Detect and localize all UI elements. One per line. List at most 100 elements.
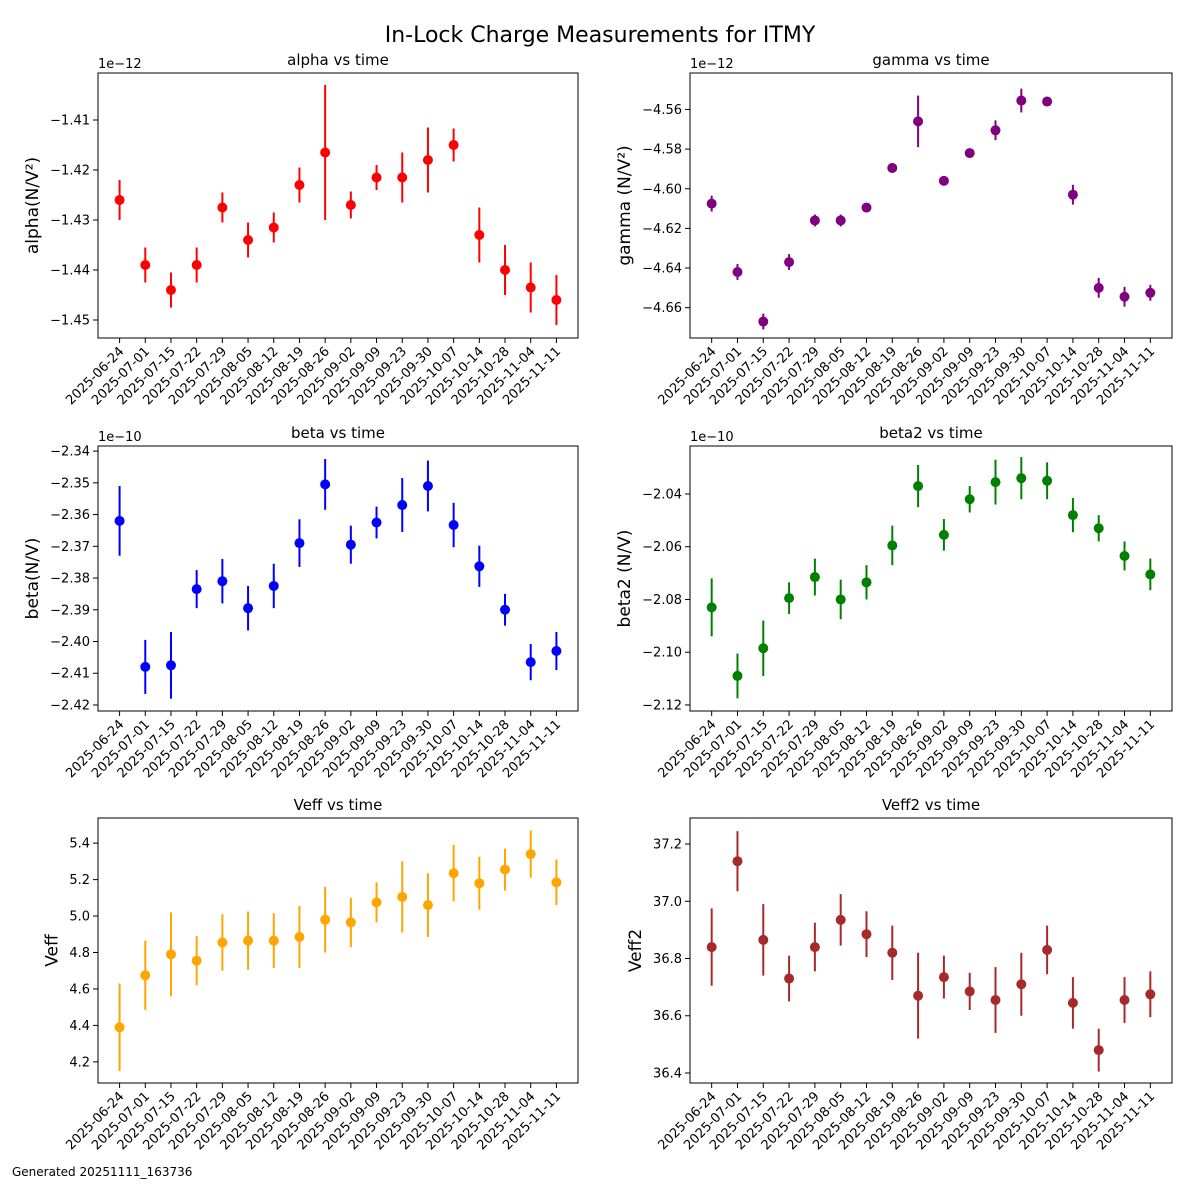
data-point bbox=[1067, 189, 1078, 200]
y-axis-label: gamma (N/V²) bbox=[615, 145, 635, 265]
data-point bbox=[1093, 523, 1104, 534]
data-point bbox=[165, 949, 176, 960]
y-tick-label: 5.4 bbox=[69, 837, 90, 852]
data-point bbox=[397, 891, 408, 902]
data-point bbox=[1145, 287, 1156, 298]
data-point bbox=[191, 584, 202, 595]
data-point bbox=[140, 260, 151, 270]
y-tick-label: −2.08 bbox=[642, 593, 682, 608]
y-axis-label: beta2 (N/V) bbox=[615, 530, 635, 628]
y-tick-label: 4.6 bbox=[69, 982, 90, 997]
data-point bbox=[706, 602, 717, 613]
subplot: gamma vs time 1e−12 −4.66 −4.64 −4.62 −4.60 −4… bbox=[615, 51, 1173, 408]
data-point bbox=[243, 235, 254, 245]
axes-frame bbox=[689, 817, 1173, 1084]
data-point bbox=[964, 148, 975, 159]
data-point bbox=[1042, 475, 1053, 486]
data-point bbox=[191, 260, 202, 270]
data-point bbox=[474, 878, 485, 889]
data-point bbox=[422, 155, 433, 165]
y-tick-label: −4.60 bbox=[642, 182, 682, 197]
data-point bbox=[1145, 569, 1156, 580]
y-tick-label: −4.64 bbox=[642, 262, 682, 277]
y-tick-label: 4.4 bbox=[69, 1019, 90, 1034]
data-point bbox=[861, 202, 872, 213]
data-point bbox=[217, 576, 228, 587]
data-point bbox=[1016, 473, 1027, 484]
data-point bbox=[758, 316, 769, 327]
y-tick-label: −2.04 bbox=[642, 487, 682, 502]
data-point bbox=[191, 955, 202, 966]
data-point bbox=[448, 520, 459, 531]
y-tick-label: −2.36 bbox=[50, 508, 90, 523]
y-tick-label: 36.8 bbox=[653, 952, 682, 967]
y-tick-label: −2.37 bbox=[50, 540, 90, 555]
data-point bbox=[990, 477, 1001, 488]
subplot-title: gamma vs time bbox=[872, 51, 989, 69]
subplot-title: alpha vs time bbox=[287, 51, 389, 69]
data-point bbox=[114, 195, 125, 205]
data-point bbox=[268, 580, 279, 591]
y-tick-label: 4.2 bbox=[69, 1055, 90, 1070]
data-point bbox=[706, 942, 717, 953]
data-point bbox=[809, 942, 820, 953]
data-point bbox=[784, 973, 795, 984]
data-point bbox=[217, 202, 228, 213]
data-point bbox=[1119, 550, 1130, 561]
subplot: alpha vs time 1e−12 −1.45 −1.44 −1.43 −1.42 −1… bbox=[23, 51, 579, 408]
data-point bbox=[1016, 95, 1027, 106]
data-point bbox=[938, 529, 949, 540]
data-point bbox=[500, 604, 511, 615]
data-point bbox=[809, 572, 820, 583]
y-tick-label: 36.4 bbox=[653, 1066, 682, 1081]
data-point bbox=[114, 515, 125, 526]
y-tick-label: 5.2 bbox=[69, 873, 90, 888]
data-point bbox=[397, 500, 408, 511]
y-tick-label: −4.62 bbox=[642, 222, 682, 237]
data-point bbox=[268, 222, 279, 233]
data-point bbox=[294, 538, 305, 549]
data-point bbox=[371, 517, 382, 528]
data-point bbox=[320, 914, 331, 925]
data-point bbox=[1119, 291, 1130, 302]
y-tick-label: −1.42 bbox=[50, 164, 90, 179]
y-tick-label: −2.42 bbox=[50, 698, 90, 713]
figure-title: In-Lock Charge Measurements for ITMY bbox=[385, 23, 816, 48]
data-point bbox=[835, 914, 846, 925]
data-point bbox=[140, 970, 151, 981]
data-point bbox=[706, 198, 717, 209]
data-point bbox=[243, 935, 254, 946]
data-point bbox=[422, 900, 433, 911]
data-point bbox=[887, 540, 898, 551]
subplot-title: beta2 vs time bbox=[879, 424, 982, 442]
data-point bbox=[165, 660, 176, 671]
axes-frame bbox=[97, 817, 579, 1084]
y-tick-label: 37.0 bbox=[653, 895, 682, 910]
y-tick-label: 36.6 bbox=[653, 1009, 682, 1024]
y-tick-label: −2.38 bbox=[50, 572, 90, 587]
data-point bbox=[835, 594, 846, 605]
data-point bbox=[758, 643, 769, 654]
data-point bbox=[732, 670, 743, 681]
y-tick-label: −1.44 bbox=[50, 264, 90, 279]
data-point bbox=[887, 947, 898, 958]
y-tick-label: −2.39 bbox=[50, 603, 90, 618]
footer: Generated 20251111_163736 bbox=[12, 1165, 192, 1179]
data-point bbox=[990, 995, 1001, 1006]
y-tick-label: −4.66 bbox=[642, 301, 682, 316]
subplot: Veff vs time4.24.44.64.85.05.25.4Veff202… bbox=[42, 796, 579, 1153]
data-point bbox=[861, 929, 872, 940]
data-point bbox=[243, 603, 254, 614]
data-point bbox=[784, 257, 795, 268]
axes-frame bbox=[97, 445, 579, 712]
data-point bbox=[140, 661, 151, 672]
data-point bbox=[938, 175, 949, 186]
axes-frame bbox=[689, 72, 1173, 339]
data-point bbox=[320, 147, 331, 158]
data-point bbox=[887, 162, 898, 173]
data-point bbox=[1145, 989, 1156, 1000]
axes-frame bbox=[97, 72, 579, 339]
data-point bbox=[784, 593, 795, 604]
data-point bbox=[525, 657, 536, 668]
